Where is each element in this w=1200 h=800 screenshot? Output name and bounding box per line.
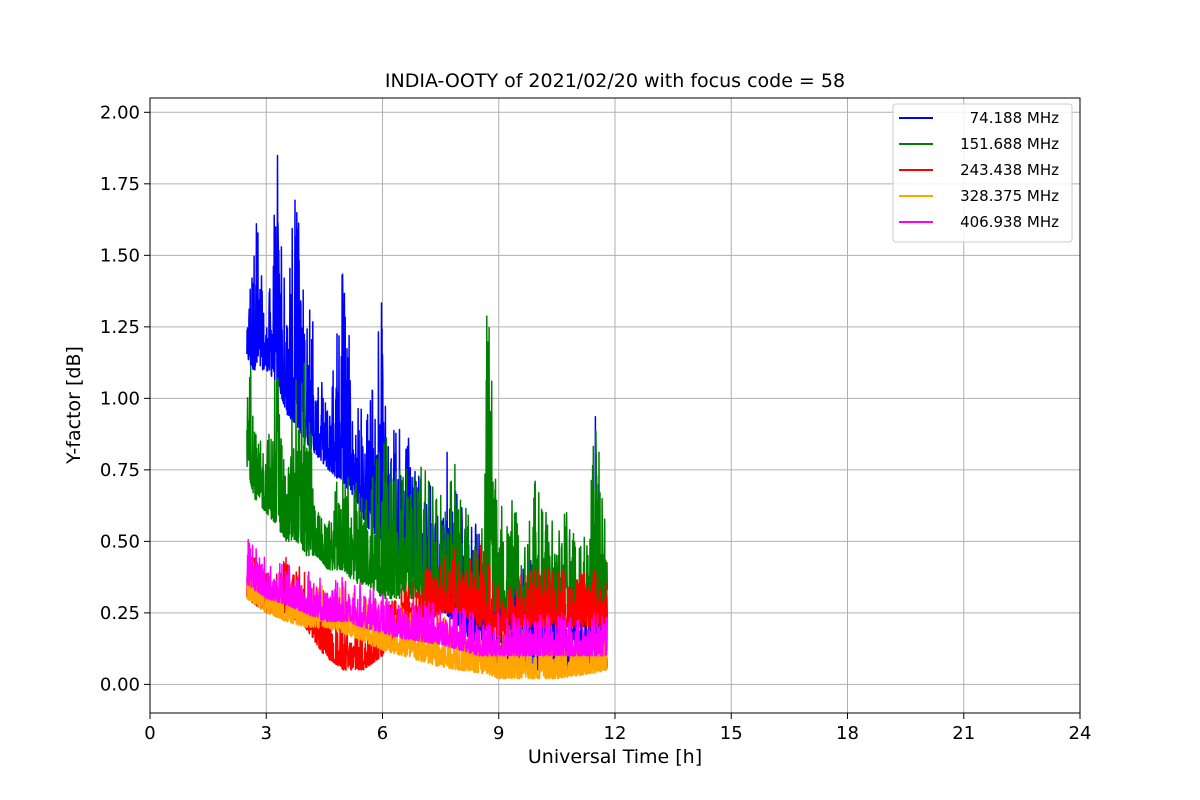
y-tick-label: 0.25 xyxy=(100,603,140,624)
legend: 74.188 MHz 151.688 MHz 243.438 MHz 328.375 … xyxy=(892,103,1073,243)
y-tick-label: 1.75 xyxy=(100,174,140,195)
x-tick-label: 0 xyxy=(144,723,155,744)
y-axis-label: Y-factor [dB] xyxy=(63,346,85,465)
y-tick-label: 1.25 xyxy=(100,317,140,338)
y-axis: 0.00 0.25 0.50 0.75 1.00 1.25 1.50 1.75 2.00 xyxy=(100,102,150,695)
legend-label: 74.188 MHz xyxy=(970,109,1059,127)
x-tick-label: 6 xyxy=(377,723,388,744)
legend-box xyxy=(892,103,1073,243)
x-tick-label: 24 xyxy=(1069,723,1092,744)
y-tick-label: 1.50 xyxy=(100,245,140,266)
series-line-3 xyxy=(246,559,609,680)
legend-label: 328.375 MHz xyxy=(960,187,1059,205)
x-tick-label: 21 xyxy=(952,723,975,744)
y-tick-label: 0.75 xyxy=(100,460,140,481)
y-tick-label: 2.00 xyxy=(100,102,140,123)
x-tick-label: 3 xyxy=(261,723,272,744)
x-tick-label: 18 xyxy=(836,723,859,744)
x-tick-label: 12 xyxy=(604,723,627,744)
y-tick-label: 0.50 xyxy=(100,531,140,552)
chart-title: INDIA-OOTY of 2021/02/20 with focus code… xyxy=(385,70,845,92)
y-tick-label: 1.00 xyxy=(100,388,140,409)
legend-label: 243.438 MHz xyxy=(960,161,1059,179)
series-line-4 xyxy=(246,539,609,657)
y-tick-label: 0.00 xyxy=(100,674,140,695)
series-layer xyxy=(246,154,609,680)
x-tick-label: 15 xyxy=(720,723,743,744)
x-axis: 0 3 6 9 12 15 18 21 24 xyxy=(144,713,1091,744)
legend-label: 151.688 MHz xyxy=(960,135,1059,153)
x-tick-label: 9 xyxy=(493,723,504,744)
legend-label: 406.938 MHz xyxy=(960,213,1059,231)
x-axis-label: Universal Time [h] xyxy=(528,746,702,768)
